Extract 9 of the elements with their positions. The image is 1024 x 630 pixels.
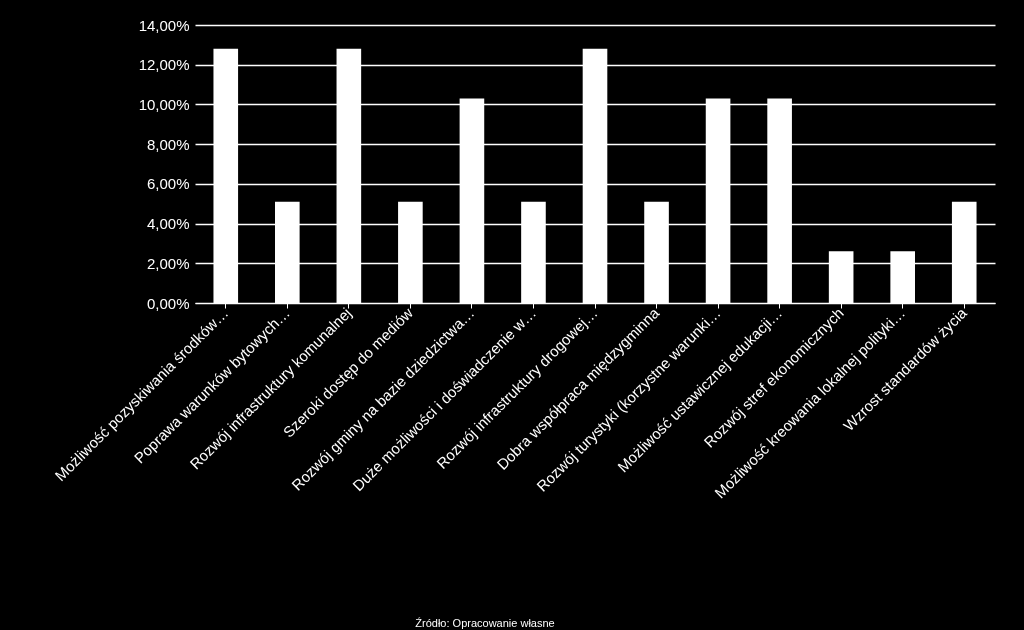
- y-tick-label: 4,00%: [146, 215, 190, 233]
- y-tick-label: 14,00%: [138, 16, 190, 34]
- text: Źródło: Opracowanie własne: [415, 617, 555, 629]
- y-tick-label: 12,00%: [138, 56, 190, 74]
- y-tick-label: 0,00%: [146, 294, 190, 312]
- y-tick-label: 10,00%: [138, 95, 190, 113]
- y-tick-label: 2,00%: [146, 254, 190, 272]
- y-tick-label: 6,00%: [146, 175, 190, 193]
- y-tick-label: 8,00%: [146, 135, 190, 153]
